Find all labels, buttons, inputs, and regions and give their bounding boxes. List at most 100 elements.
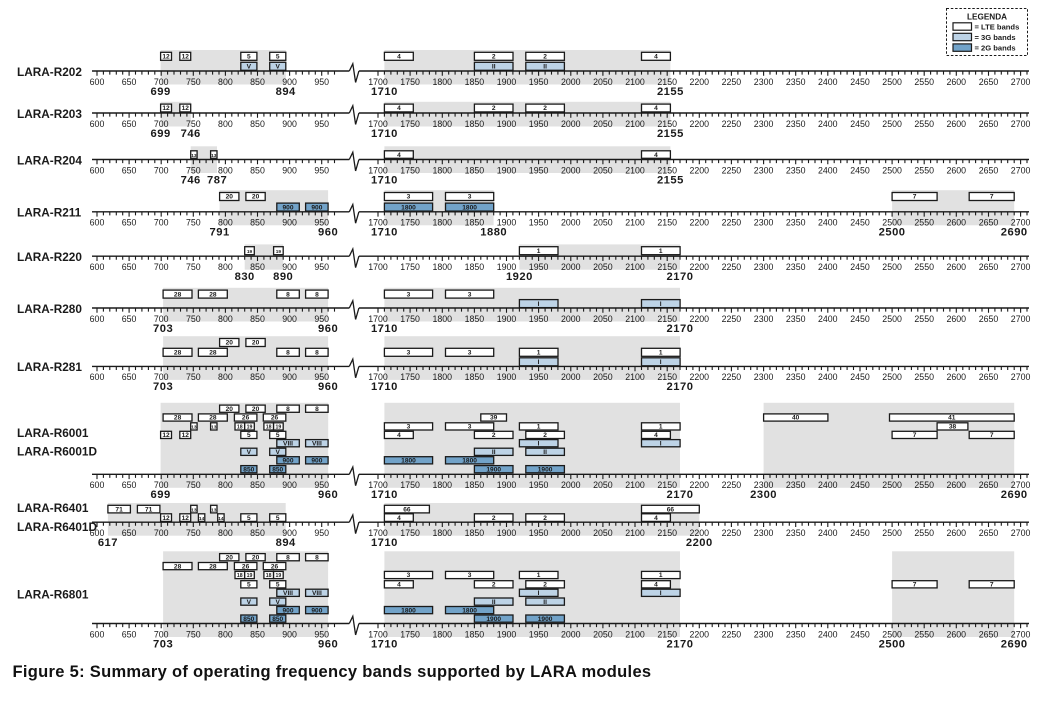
svg-text:2250: 2250 <box>722 629 742 639</box>
svg-text:2100: 2100 <box>625 77 645 87</box>
svg-text:700: 700 <box>154 165 169 175</box>
svg-text:II: II <box>492 449 496 456</box>
svg-text:2700: 2700 <box>1011 629 1031 639</box>
svg-text:2550: 2550 <box>914 372 934 382</box>
svg-text:5: 5 <box>276 54 280 61</box>
svg-text:13: 13 <box>191 153 197 159</box>
svg-text:1: 1 <box>659 424 663 431</box>
svg-text:650: 650 <box>122 480 137 490</box>
svg-text:2650: 2650 <box>979 372 999 382</box>
svg-text:2650: 2650 <box>979 77 999 87</box>
svg-text:1750: 1750 <box>400 314 420 324</box>
svg-text:1700: 1700 <box>368 629 388 639</box>
svg-text:1700: 1700 <box>368 480 388 490</box>
svg-text:2000: 2000 <box>561 528 581 538</box>
svg-text:LARA-R6401: LARA-R6401 <box>17 501 89 515</box>
svg-text:2690: 2690 <box>1001 638 1028 650</box>
svg-text:850: 850 <box>250 480 265 490</box>
svg-text:V: V <box>275 449 280 456</box>
svg-text:894: 894 <box>276 86 296 98</box>
svg-text:2000: 2000 <box>561 314 581 324</box>
svg-text:617: 617 <box>98 537 118 549</box>
svg-text:850: 850 <box>272 466 283 473</box>
svg-text:1700: 1700 <box>368 77 388 87</box>
svg-text:1900: 1900 <box>497 528 517 538</box>
svg-text:950: 950 <box>314 77 329 87</box>
svg-text:19: 19 <box>276 249 282 255</box>
svg-text:2000: 2000 <box>561 372 581 382</box>
svg-text:20: 20 <box>252 406 260 413</box>
svg-text:= 3G bands: = 3G bands <box>975 33 1016 42</box>
svg-text:600: 600 <box>90 77 105 87</box>
svg-text:18: 18 <box>237 425 243 431</box>
svg-text:1900: 1900 <box>538 616 553 623</box>
svg-text:2690: 2690 <box>1001 227 1028 239</box>
svg-text:2400: 2400 <box>818 218 838 228</box>
svg-text:5: 5 <box>276 432 280 439</box>
svg-text:2100: 2100 <box>625 314 645 324</box>
svg-text:28: 28 <box>209 415 217 422</box>
svg-text:2000: 2000 <box>561 77 581 87</box>
svg-text:750: 750 <box>186 629 201 639</box>
svg-text:1950: 1950 <box>529 480 549 490</box>
svg-text:2700: 2700 <box>1011 528 1031 538</box>
svg-text:960: 960 <box>318 381 338 393</box>
svg-text:1: 1 <box>659 572 663 579</box>
svg-text:699: 699 <box>151 86 171 98</box>
svg-text:5: 5 <box>247 515 251 522</box>
svg-text:750: 750 <box>186 528 201 538</box>
svg-text:19: 19 <box>276 425 282 431</box>
svg-text:850: 850 <box>250 528 265 538</box>
svg-text:3: 3 <box>468 194 472 201</box>
svg-text:1800: 1800 <box>433 372 453 382</box>
svg-text:2150: 2150 <box>657 372 677 382</box>
svg-text:2700: 2700 <box>1011 77 1031 87</box>
svg-text:2500: 2500 <box>882 119 902 129</box>
svg-text:2550: 2550 <box>914 165 934 175</box>
svg-text:750: 750 <box>186 262 201 272</box>
svg-text:650: 650 <box>122 218 137 228</box>
svg-text:2300: 2300 <box>754 528 774 538</box>
svg-text:2450: 2450 <box>850 629 870 639</box>
svg-text:4: 4 <box>654 432 658 439</box>
svg-text:8: 8 <box>286 350 290 357</box>
svg-text:4: 4 <box>397 152 401 159</box>
svg-text:12: 12 <box>182 515 190 522</box>
svg-text:700: 700 <box>154 629 169 639</box>
svg-text:3: 3 <box>468 424 472 431</box>
svg-text:71: 71 <box>115 506 123 513</box>
svg-text:1800: 1800 <box>401 458 416 465</box>
svg-text:26: 26 <box>271 563 279 570</box>
svg-text:2350: 2350 <box>786 528 806 538</box>
svg-text:3: 3 <box>468 291 472 298</box>
svg-text:2450: 2450 <box>850 77 870 87</box>
svg-text:2600: 2600 <box>947 77 967 87</box>
svg-text:960: 960 <box>318 227 338 239</box>
svg-text:2170: 2170 <box>667 323 694 335</box>
svg-text:1750: 1750 <box>400 218 420 228</box>
svg-text:1750: 1750 <box>400 528 420 538</box>
svg-text:26: 26 <box>242 563 250 570</box>
svg-text:LARA-R281: LARA-R281 <box>17 360 82 374</box>
svg-text:20: 20 <box>226 554 234 561</box>
svg-text:5: 5 <box>247 54 251 61</box>
svg-text:1800: 1800 <box>433 218 453 228</box>
svg-text:1710: 1710 <box>371 323 398 335</box>
svg-text:28: 28 <box>209 291 217 298</box>
svg-text:2050: 2050 <box>593 629 613 639</box>
svg-text:LARA-R280: LARA-R280 <box>17 302 82 316</box>
svg-text:2600: 2600 <box>947 165 967 175</box>
svg-text:950: 950 <box>314 629 329 639</box>
svg-text:66: 66 <box>403 506 411 513</box>
svg-text:8: 8 <box>315 350 319 357</box>
svg-text:787: 787 <box>207 174 227 186</box>
svg-text:1710: 1710 <box>371 128 398 140</box>
svg-text:2: 2 <box>492 432 496 439</box>
svg-text:LARA-R211: LARA-R211 <box>17 206 82 220</box>
svg-text:2150: 2150 <box>657 165 677 175</box>
svg-text:12: 12 <box>182 54 190 61</box>
svg-text:2450: 2450 <box>850 218 870 228</box>
svg-text:1710: 1710 <box>371 381 398 393</box>
svg-text:791: 791 <box>210 227 230 239</box>
svg-text:2500: 2500 <box>882 314 902 324</box>
